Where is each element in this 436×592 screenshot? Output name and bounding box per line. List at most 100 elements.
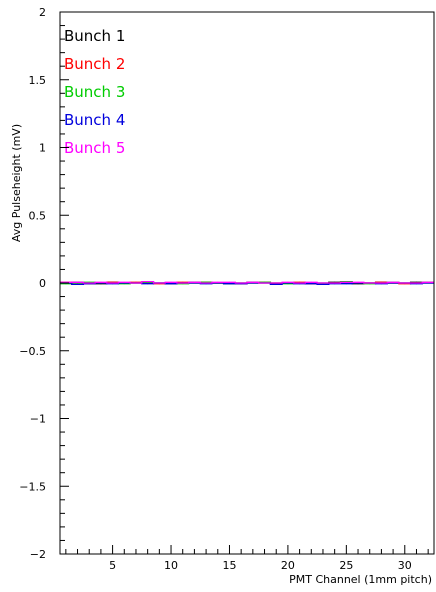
data-point: [310, 281, 312, 283]
data-point: [322, 283, 324, 285]
data-point: [322, 282, 324, 284]
data-point: [380, 281, 382, 283]
legend-entry-bunch-4: Bunch 4: [64, 111, 125, 129]
data-point: [100, 283, 102, 285]
data-point: [77, 282, 79, 284]
data-point: [345, 281, 347, 283]
data-point: [135, 282, 137, 284]
data-point: [123, 282, 125, 284]
data-point: [147, 281, 149, 283]
data-point: [334, 283, 336, 285]
data-point: [205, 282, 207, 284]
data-point: [310, 283, 312, 285]
data-point: [240, 283, 242, 285]
data-point: [380, 283, 382, 285]
legend-entry-bunch-3: Bunch 3: [64, 83, 125, 101]
data-point: [65, 281, 67, 283]
series-line-bunch-5: [60, 280, 434, 284]
data-point: [345, 283, 347, 285]
data-point: [357, 282, 359, 284]
axes: −2−1.5−1−0.500.511.525 10 15 20 25 30: [19, 6, 435, 572]
data-point: [415, 281, 417, 283]
data-point: [404, 283, 406, 285]
data-point: [334, 281, 336, 283]
legend-entry-bunch-5: Bunch 5: [64, 139, 125, 157]
data-point: [88, 283, 90, 285]
data-point: [380, 282, 382, 284]
data-point: [275, 283, 277, 285]
data-point: [193, 282, 195, 284]
data-point: [357, 281, 359, 283]
data-point: [427, 282, 429, 284]
y-tick-label: −2: [30, 548, 46, 561]
legend: Bunch 1 Bunch 2 Bunch 3 Bunch 4 Bunch 5: [64, 27, 125, 157]
x-tick-label: 20: [281, 559, 295, 572]
data-point: [415, 283, 417, 285]
data-point: [275, 282, 277, 284]
data-point: [170, 283, 172, 285]
data-point: [357, 283, 359, 285]
y-axis-title: Avg Pulseheight (mV): [10, 124, 23, 242]
legend-entry-bunch-1: Bunch 1: [64, 27, 125, 45]
data-point: [170, 281, 172, 283]
y-tick-label: 1: [39, 142, 46, 155]
x-tick-label: 5: [109, 559, 116, 572]
data-point: [123, 283, 125, 285]
data-point: [252, 281, 254, 283]
y-tick-label: 0.5: [29, 209, 47, 222]
data-point: [252, 282, 254, 284]
data-point: [182, 281, 184, 283]
data-point: [217, 282, 219, 284]
data-point: [170, 282, 172, 284]
data-point: [299, 282, 301, 284]
x-tick-label: 25: [339, 559, 353, 572]
x-tick-label: 30: [398, 559, 412, 572]
data-point: [182, 282, 184, 284]
data-point: [182, 283, 184, 285]
data-point: [147, 283, 149, 285]
y-tick-label: 2: [39, 6, 46, 19]
data-point: [100, 281, 102, 283]
data-point: [345, 282, 347, 284]
data-point: [100, 282, 102, 284]
data-point: [392, 281, 394, 283]
x-tick-label: 10: [164, 559, 178, 572]
data-point: [392, 282, 394, 284]
data-point: [310, 282, 312, 284]
data-point: [158, 282, 160, 284]
data-point: [65, 283, 67, 285]
data-point: [334, 282, 336, 284]
data-point: [193, 281, 195, 283]
data-point: [299, 281, 301, 283]
data-point: [205, 281, 207, 283]
x-axis-title: PMT Channel (1mm pitch): [289, 573, 432, 586]
y-tick-label: −0.5: [19, 345, 46, 358]
data-point: [205, 283, 207, 285]
y-tick-label: −1: [30, 413, 46, 426]
data-point: [369, 282, 371, 284]
data-point: [228, 282, 230, 284]
data-point: [287, 282, 289, 284]
data-point: [322, 283, 324, 285]
data-point: [77, 283, 79, 285]
data-point: [287, 281, 289, 283]
data-point: [287, 283, 289, 285]
data-point: [345, 281, 347, 283]
data-point: [112, 282, 114, 284]
data-point: [135, 281, 137, 283]
data-layer: [60, 280, 434, 286]
data-point: [369, 283, 371, 285]
y-tick-label: −1.5: [19, 480, 46, 493]
data-point: [264, 282, 266, 284]
data-point: [299, 283, 301, 285]
data-point: [217, 281, 219, 283]
data-point: [404, 282, 406, 284]
data-point: [147, 281, 149, 283]
data-point: [123, 281, 125, 283]
data-point: [77, 281, 79, 283]
data-point: [88, 282, 90, 284]
data-point: [264, 281, 266, 283]
y-tick-label: 0: [39, 277, 46, 290]
